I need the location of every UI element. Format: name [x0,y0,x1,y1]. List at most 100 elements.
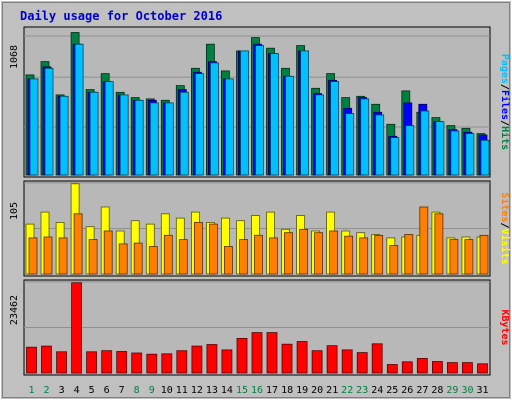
bar-sites-day-22 [344,235,354,275]
legend-hits-files-pages: Pages/Files/Hits [499,54,511,150]
x-tick-label-day-21: 21 [326,385,338,396]
x-tick-label-day-11: 11 [176,385,188,396]
bar-sites-day-15 [239,239,248,275]
x-tick-label-day-9: 9 [149,385,155,396]
x-tick-label-day-18: 18 [281,385,293,396]
x-tick-label-day-29: 29 [446,385,458,396]
x-tick-label-day-8: 8 [134,385,140,396]
bar-kbytes-day-28 [431,361,443,374]
bar-sites-day-21 [329,230,339,275]
bar-sites-day-14 [223,246,233,275]
x-tick-label-day-31: 31 [476,385,488,396]
ymax-label-kbytes: 23462 [9,295,20,325]
bar-kbytes-day-18 [281,343,293,374]
bar-pages-day-2 [44,67,54,176]
x-tick-label-day-24: 24 [371,385,383,396]
bar-pages-day-7 [119,94,129,176]
legend-entry-hits-files-pages-3: / [499,120,510,126]
bar-kbytes-day-17 [266,332,278,374]
x-tick-label-day-15: 15 [236,385,248,396]
bar-pages-day-26 [405,125,415,176]
bar-pages-day-28 [435,121,445,176]
ymax-label-visits-sites: 105 [9,202,20,220]
panel-hits-files-pages: 1068 Pages/Files/Hits [9,26,511,178]
bar-pages-day-18 [285,75,294,176]
bar-pages-day-12 [194,73,204,176]
x-tick-label-day-6: 6 [104,385,110,396]
bar-kbytes-day-20 [311,350,323,374]
x-tick-label-day-17: 17 [266,385,278,396]
bar-sites-day-12 [193,221,203,275]
bar-sites-day-23 [359,237,369,275]
bar-kbytes-day-12 [191,345,203,374]
bar-pages-day-6 [104,81,114,176]
bar-sites-day-26 [404,234,414,275]
bar-kbytes-day-5 [86,351,97,374]
chart-panels: 1068 Pages/Files/Hits 105 Sites/Visits 23462… [9,26,511,376]
bar-sites-day-17 [269,237,278,275]
bar-sites-day-20 [314,232,324,275]
bar-pages-day-31 [480,139,490,176]
x-tick-label-day-1: 1 [28,385,34,396]
bar-sites-day-16 [254,234,263,275]
x-axis-labels: 1 2 3 4 5 6 7 8 9 10 11 12 13 14 15 16 17 18 19 20 21 22 23 24 2… [28,385,488,396]
bar-kbytes-day-8 [131,352,143,374]
x-tick-label-day-16: 16 [251,385,263,396]
bar-pages-day-13 [209,62,219,176]
bar-sites-day-19 [299,228,309,275]
bar-pages-day-27 [420,110,430,176]
bar-kbytes-day-7 [116,351,128,374]
x-tick-label-day-2: 2 [43,385,49,396]
legend-entry-visits-sites-2: Visits [499,229,511,265]
bar-kbytes-day-10 [161,353,173,374]
bar-kbytes-day-25 [386,364,398,374]
bar-pages-day-29 [450,130,460,176]
bar-kbytes-day-13 [206,344,218,374]
bar-kbytes-day-3 [56,351,67,374]
bar-sites-day-4 [73,213,83,275]
ymax-label-hits-files-pages: 1068 [9,45,20,69]
bar-kbytes-day-21 [326,345,338,374]
x-tick-label-day-28: 28 [431,385,443,396]
bar-pages-day-14 [224,78,234,176]
bar-kbytes-day-22 [341,349,353,374]
bar-pages-day-19 [300,50,310,176]
bar-sites-day-2 [43,236,53,275]
bar-sites-day-10 [163,234,173,275]
bar-sites-day-6 [103,230,113,275]
bar-sites-day-11 [178,239,188,275]
x-tick-label-day-23: 23 [356,385,368,396]
bar-pages-day-20 [315,94,325,176]
x-tick-label-day-20: 20 [311,385,323,396]
bar-pages-day-24 [375,114,385,176]
bar-kbytes-day-19 [296,341,308,374]
x-tick-label-day-13: 13 [206,385,218,396]
x-tick-label-day-5: 5 [89,385,95,396]
bar-pages-day-9 [149,102,159,176]
legend-visits-sites: Sites/Visits [499,192,511,264]
bar-kbytes-day-4 [71,282,82,374]
bar-kbytes-day-31 [477,363,488,374]
bar-sites-day-1 [28,237,38,275]
bar-sites-day-3 [58,237,68,275]
bar-kbytes-day-6 [101,350,113,374]
bar-sites-day-18 [284,232,293,275]
bar-pages-day-16 [255,45,264,176]
x-tick-label-day-27: 27 [416,385,428,396]
legend-entry-hits-files-pages-2: Files [499,90,511,120]
legend-entry-visits-sites-1: / [499,222,510,228]
x-tick-label-day-19: 19 [296,385,308,396]
bar-kbytes-day-30 [461,362,473,374]
bar-pages-day-23 [360,98,370,176]
bar-kbytes-day-14 [221,349,233,374]
bar-pages-day-1 [29,78,39,176]
chart-title: Daily usage for October 2016 [20,9,222,23]
panel-kbytes: 23462 KBytes [9,279,510,376]
bar-pages-day-11 [179,91,189,176]
bar-pages-day-17 [270,53,279,176]
bar-sites-day-27 [419,206,429,275]
bar-kbytes-day-2 [41,345,52,374]
x-tick-label-day-26: 26 [401,385,413,396]
